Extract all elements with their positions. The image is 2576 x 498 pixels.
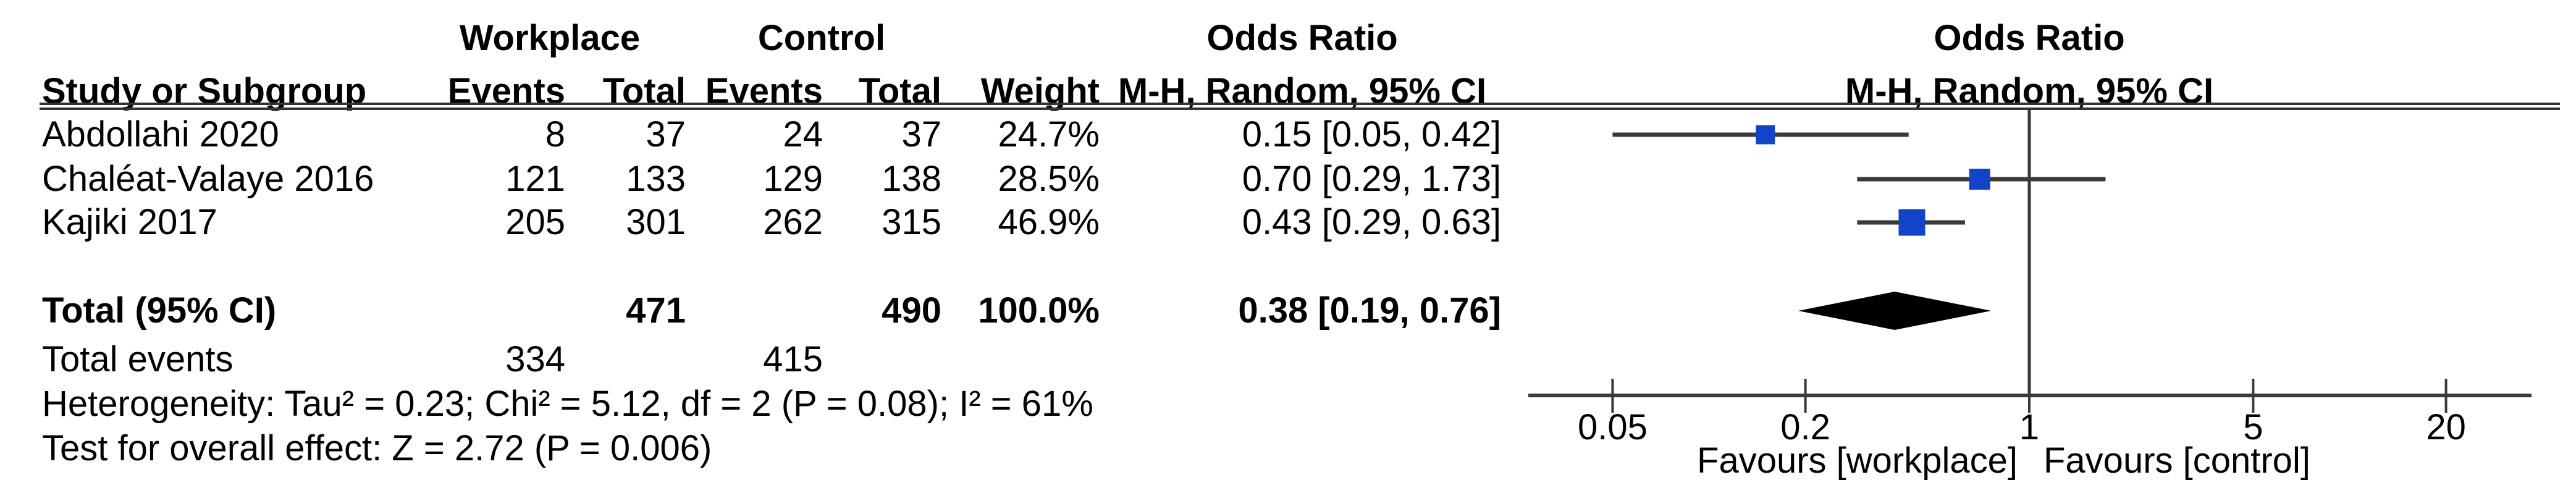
study-total-workplace: 133 bbox=[626, 159, 686, 199]
heterogeneity-note: Heterogeneity: Tau² = 0.23; Chi² = 5.12,… bbox=[42, 384, 1093, 424]
or-column-title: Odds Ratio bbox=[1206, 18, 1398, 58]
effect-square bbox=[1756, 125, 1775, 145]
study-name: Abdollahi 2020 bbox=[42, 114, 279, 154]
favours-right-label: Favours [control] bbox=[2044, 441, 2310, 481]
null-line bbox=[2027, 110, 2031, 397]
study-weight: 24.7% bbox=[998, 114, 1100, 154]
study-total-control: 138 bbox=[882, 159, 941, 199]
study-weight: 46.9% bbox=[998, 202, 1100, 242]
study-name: Chaléat-Valaye 2016 bbox=[42, 159, 374, 199]
header-rule-bottom bbox=[40, 108, 2560, 110]
total-workplace: 471 bbox=[626, 290, 686, 331]
study-total-control: 315 bbox=[882, 202, 941, 242]
effect-square bbox=[1969, 169, 1990, 190]
study-or-ci: 0.15 [0.05, 0.42] bbox=[1242, 114, 1501, 154]
study-weight: 28.5% bbox=[998, 159, 1100, 199]
study-events-control: 262 bbox=[763, 202, 823, 242]
effect-square bbox=[1898, 209, 1926, 236]
group-header-control: Control bbox=[757, 18, 886, 58]
total-or-ci: 0.38 [0.19, 0.76] bbox=[1238, 290, 1501, 331]
axis-tick-label: 0.2 bbox=[1780, 407, 1830, 447]
axis-tick bbox=[2444, 379, 2448, 413]
study-events-workplace: 121 bbox=[505, 159, 565, 199]
summary-diamond bbox=[1798, 292, 1992, 330]
axis-tick bbox=[2028, 379, 2031, 413]
axis-tick-label: 20 bbox=[2426, 407, 2466, 447]
axis-tick bbox=[2252, 379, 2255, 413]
study-events-workplace: 8 bbox=[545, 114, 565, 154]
study-events-control: 24 bbox=[783, 114, 823, 154]
total-row-label: Total (95% CI) bbox=[42, 290, 277, 331]
group-header-workplace: Workplace bbox=[459, 18, 641, 58]
study-total-workplace: 37 bbox=[646, 114, 686, 154]
study-total-workplace: 301 bbox=[626, 202, 686, 242]
study-name: Kajiki 2017 bbox=[42, 202, 217, 242]
study-or-ci: 0.43 [0.29, 0.63] bbox=[1242, 202, 1501, 242]
favours-left-label: Favours [workplace] bbox=[1697, 441, 2018, 481]
header-rule-top bbox=[40, 103, 2560, 105]
study-or-ci: 0.70 [0.29, 1.73] bbox=[1242, 159, 1501, 199]
study-events-workplace: 205 bbox=[505, 202, 565, 242]
axis-tick-label: 1 bbox=[2019, 407, 2039, 447]
overall-effect-note: Test for overall effect: Z = 2.72 (P = 0… bbox=[42, 428, 712, 468]
axis-tick bbox=[1804, 379, 1807, 413]
total-weight: 100.0% bbox=[978, 290, 1100, 331]
study-total-control: 37 bbox=[901, 114, 941, 154]
plot-title: Odds Ratio bbox=[1934, 18, 2125, 58]
study-events-control: 129 bbox=[763, 159, 823, 199]
axis-tick-label: 0.05 bbox=[1578, 407, 1648, 447]
total-events-control: 415 bbox=[763, 339, 823, 379]
total-control: 490 bbox=[882, 290, 941, 331]
axis-tick-label: 5 bbox=[2243, 407, 2263, 447]
total-events-label: Total events bbox=[42, 339, 234, 379]
axis-tick bbox=[1611, 379, 1614, 413]
total-events-workplace: 334 bbox=[505, 339, 565, 379]
